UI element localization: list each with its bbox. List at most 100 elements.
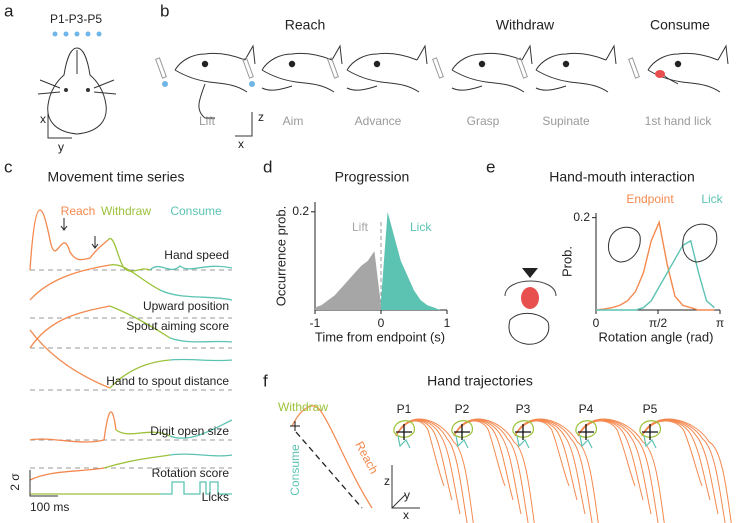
traj-cross — [578, 424, 594, 440]
traj-cross — [454, 424, 470, 440]
session-label: P3 — [516, 402, 531, 416]
traj-consume — [397, 435, 411, 449]
trace-label: Hand speed — [164, 248, 229, 262]
phase-label: Reach — [61, 204, 96, 218]
mouse-side-views — [155, 44, 729, 119]
step-label: 1st hand lick — [645, 114, 713, 128]
mouse-eye — [478, 60, 486, 68]
trace — [159, 289, 233, 301]
trace — [107, 237, 151, 272]
axis-glyph — [235, 112, 253, 137]
step-label: Lift — [199, 114, 216, 128]
trace — [169, 358, 233, 362]
trace — [109, 359, 171, 389]
traj-curve — [641, 419, 719, 515]
trace — [29, 467, 105, 481]
x-axis-label: Time from endpoint (s) — [315, 329, 445, 344]
mouse-arm — [198, 83, 215, 119]
arrow — [91, 236, 99, 249]
scale-bar — [29, 470, 58, 497]
traj-cross — [396, 424, 412, 440]
traj-loop — [639, 420, 661, 438]
step-label: Grasp — [467, 114, 500, 128]
mouse-outline — [451, 44, 533, 93]
axis-label: y — [58, 140, 64, 154]
session-label: P2 — [455, 402, 470, 416]
traj-curve — [641, 420, 703, 487]
chart-title: Hand-mouth interaction — [549, 169, 695, 185]
mouse — [628, 44, 729, 93]
trace-label: Licks — [202, 490, 229, 504]
traj-loop — [575, 420, 597, 438]
traj-label: Withdraw — [278, 400, 328, 414]
axis-glyph — [391, 465, 420, 509]
area — [315, 251, 381, 310]
area — [381, 211, 447, 310]
panel-label: d — [263, 157, 272, 176]
legend-label: Endpoint — [626, 192, 674, 206]
axis-label: y — [404, 488, 410, 502]
x-axis-label: Rotation angle (rad) — [599, 329, 714, 344]
y-axis-label: Occurrence prob. — [273, 206, 288, 306]
spout — [327, 57, 339, 79]
x-tick-label: 1 — [444, 316, 451, 330]
chart-title: Progression — [335, 169, 410, 185]
traj-curve — [514, 418, 599, 523]
panel-label: f — [263, 371, 268, 390]
scale-label: 100 ms — [30, 500, 69, 514]
spout — [516, 57, 528, 79]
traj-curve — [577, 420, 636, 487]
step-label: Advance — [355, 114, 402, 128]
mouse — [327, 44, 428, 93]
trajectories — [290, 405, 732, 523]
session-label: P5 — [643, 402, 658, 416]
c-title: Movement time series — [48, 169, 185, 185]
mouse — [516, 44, 617, 93]
legend-label: Lick — [701, 192, 723, 206]
tongue — [655, 70, 665, 78]
mouse-arm — [346, 85, 378, 91]
mouse — [432, 44, 533, 93]
panel-label: b — [160, 1, 169, 20]
trace — [29, 264, 111, 301]
traj-consume — [455, 435, 469, 449]
axis-label: x — [403, 508, 409, 522]
traj-loop — [512, 420, 534, 438]
trace — [169, 337, 233, 343]
mouse-outline — [174, 44, 256, 93]
mouth — [521, 287, 539, 309]
mouse-outline — [261, 44, 343, 93]
trace-label: Rotation score — [152, 466, 230, 480]
hand — [682, 223, 718, 263]
head — [504, 280, 557, 297]
traj-curve — [395, 420, 453, 501]
trace-label: Digit open size — [150, 424, 229, 438]
droplet — [162, 81, 168, 87]
axis-label: z — [384, 474, 390, 488]
trace — [109, 264, 161, 291]
traj-curve — [453, 420, 514, 501]
axis-label: z — [258, 110, 264, 124]
traj-cross — [515, 424, 531, 440]
traj-curve — [641, 418, 732, 523]
traj-cross — [642, 424, 658, 440]
mouse-eye — [288, 60, 296, 68]
y-tick-label: 0.2 — [573, 210, 590, 224]
phase-label: Withdraw — [101, 204, 151, 218]
trace — [29, 411, 117, 443]
trace — [103, 454, 171, 469]
trace-label: Spout aiming score — [126, 319, 229, 333]
mouse-arm — [261, 85, 293, 91]
hand — [607, 226, 641, 263]
legend-label: Lift — [352, 220, 369, 234]
mouse-top-view — [37, 31, 117, 135]
droplet — [249, 81, 255, 87]
traj-consume — [516, 435, 530, 449]
traj-consume — [643, 435, 657, 449]
phase-label: Withdraw — [496, 17, 555, 33]
trace — [29, 305, 111, 349]
x-tick-label: π — [716, 316, 724, 330]
f-title: Hand trajectories — [427, 373, 533, 389]
traj-label: Consume — [288, 444, 302, 496]
x-tick-label: 0 — [593, 316, 600, 330]
